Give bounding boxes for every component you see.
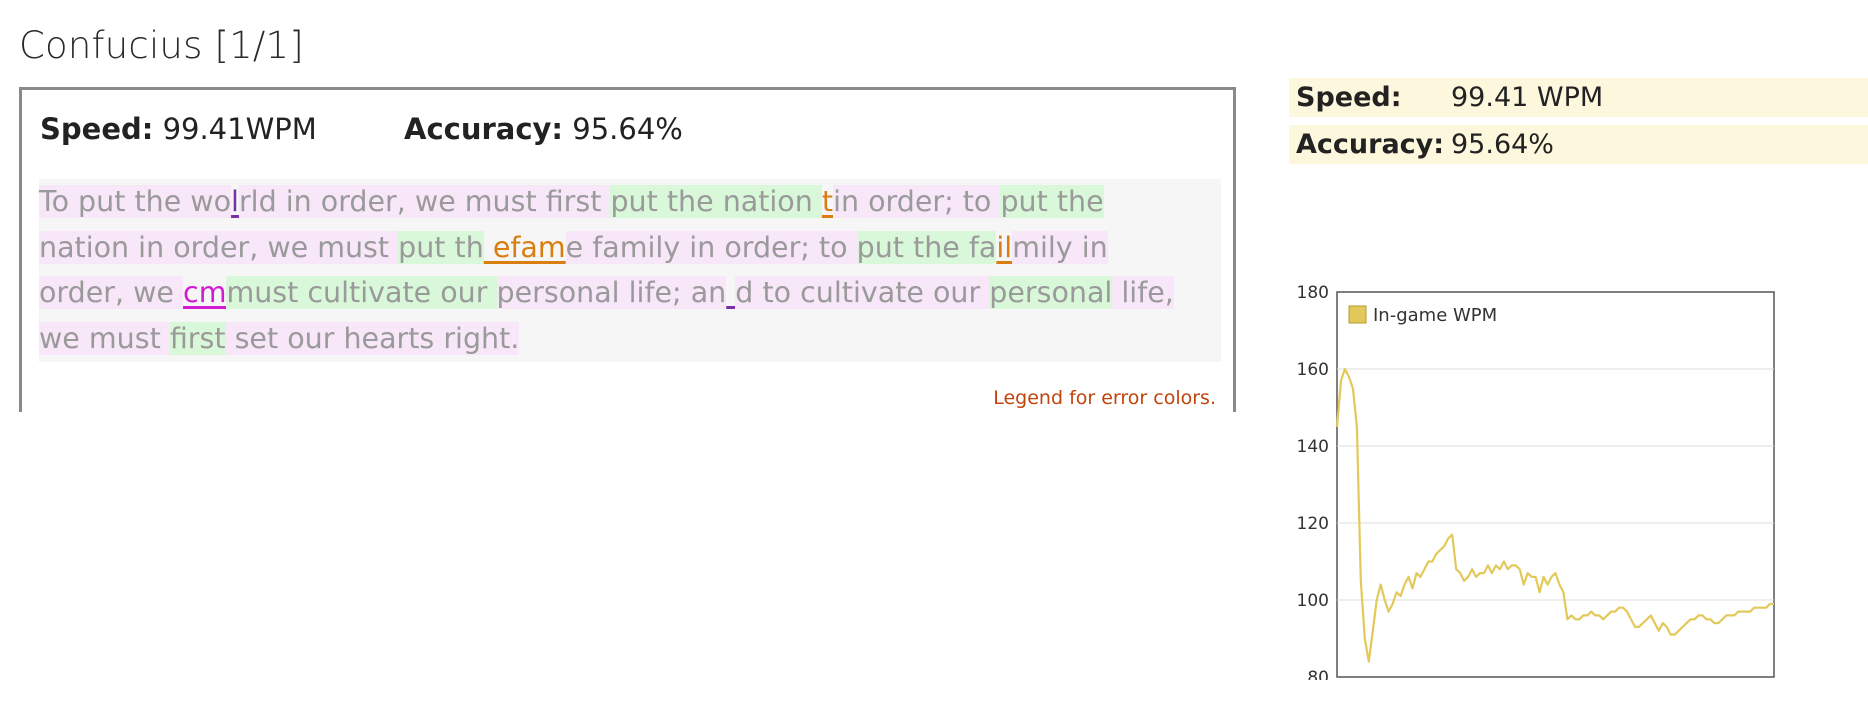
passage-segment: put the fa <box>856 230 997 264</box>
passage-segment: rld in order, we must first <box>238 185 611 218</box>
wpm-chart-svg: 80 100 120 140 160 180 In-game WPM <box>1297 283 1775 680</box>
passage-segment: To put the <box>39 185 191 218</box>
side-speed-value: 99.41 WPM <box>1451 82 1604 113</box>
error-segment: efam <box>483 230 566 264</box>
passage-segment: put th <box>398 230 484 264</box>
passage-segment: personal <box>989 276 1113 309</box>
y-tick-label: 80 <box>1307 668 1329 680</box>
error-colors-legend-link[interactable]: Legend for error colors. <box>993 387 1216 409</box>
passage-segment: put the nation <box>610 185 822 218</box>
passage-segment: first <box>169 321 226 355</box>
passage-segment: in order; to <box>833 185 1001 218</box>
side-accuracy-row: Accuracy: 95.64% <box>1289 125 1868 164</box>
y-tick-label: 180 <box>1297 283 1329 303</box>
passage-line: order, we cmmust cultivate our personal … <box>39 270 1221 316</box>
series-line-in-game-wpm <box>1335 367 1774 663</box>
result-stats: Speed: 99.41WPM Accuracy: 95.64% <box>40 112 683 146</box>
passage-segment: d to cultivate our <box>735 276 990 309</box>
error-segment: t <box>821 185 834 218</box>
speed-label: Speed: <box>40 112 154 146</box>
legend-label: In-game WPM <box>1373 305 1497 326</box>
error-segment: il <box>996 230 1013 264</box>
speed-value: 99.41WPM <box>162 112 317 146</box>
passage-segment: mily in <box>1012 230 1108 264</box>
passage-line: nation in order, we must put th efame fa… <box>39 225 1221 271</box>
passage-segment: e family in order; to <box>565 230 857 264</box>
passage-line: To put the wolrld in order, we must firs… <box>39 179 1221 225</box>
y-tick-label: 120 <box>1297 514 1329 534</box>
passage-segment: put the <box>1000 185 1104 218</box>
passage-segment: must cultivate our <box>226 276 497 309</box>
passage-segment: set our hearts right. <box>225 321 520 355</box>
legend-swatch <box>1348 305 1367 324</box>
passage-line: we must first set our hearts right. <box>39 316 1221 362</box>
side-speed-label: Speed: <box>1296 82 1402 113</box>
passage-segment: we must <box>39 321 170 355</box>
accuracy-label: Accuracy: <box>404 112 564 146</box>
wpm-chart: 80 100 120 140 160 180 In-game WPM <box>1280 280 1780 680</box>
passage-segment: wo <box>190 185 232 218</box>
passage-segment: nation in order, we must <box>39 230 399 264</box>
plot-area <box>1336 291 1775 678</box>
result-panel: Speed: 99.41WPM Accuracy: 95.64% To put … <box>19 87 1236 412</box>
error-segment: cm <box>183 276 227 309</box>
accuracy-value: 95.64% <box>572 112 683 146</box>
passage-segment: order, we <box>39 276 184 309</box>
error-segment: l <box>231 185 239 218</box>
error-segment <box>726 276 735 309</box>
typed-passage: To put the wolrld in order, we must firs… <box>39 179 1221 362</box>
y-tick-label: 100 <box>1297 591 1329 611</box>
side-accuracy-value: 95.64% <box>1451 129 1554 160</box>
y-tick-label: 140 <box>1297 437 1329 457</box>
passage-segment: personal life; an <box>496 276 727 309</box>
passage-segment: life, <box>1112 276 1174 309</box>
side-accuracy-label: Accuracy: <box>1296 129 1445 160</box>
accuracy-stat: Accuracy: 95.64% <box>404 112 683 146</box>
page-title: Confucius [1/1] <box>19 24 304 67</box>
y-tick-label: 160 <box>1297 360 1329 380</box>
side-stats-table: Speed: 99.41 WPM Accuracy: 95.64% <box>1289 78 1868 172</box>
side-speed-row: Speed: 99.41 WPM <box>1289 78 1868 117</box>
